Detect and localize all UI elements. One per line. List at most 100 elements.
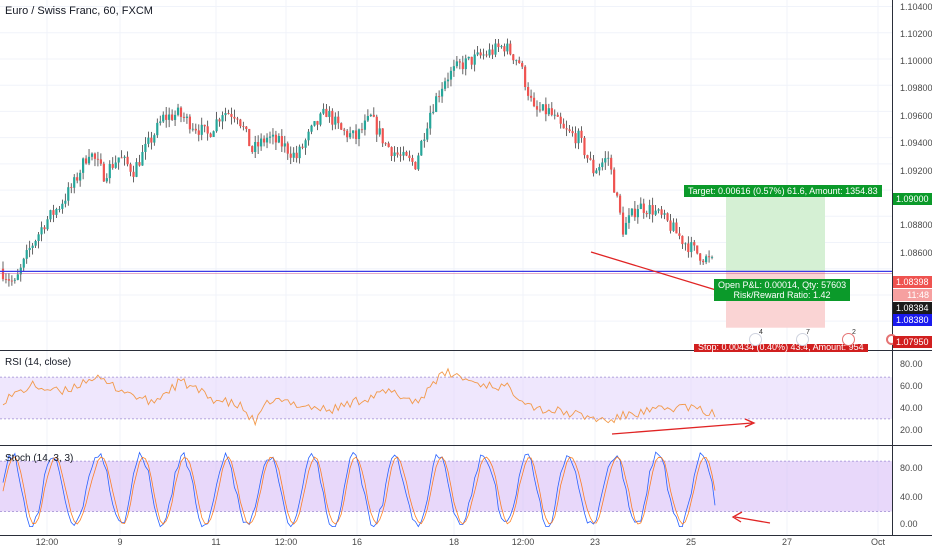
candle-body xyxy=(209,133,212,137)
candle-body xyxy=(16,274,19,280)
candle-body xyxy=(405,151,408,156)
y-tick: 1.10400 xyxy=(900,2,932,12)
candle-body xyxy=(182,116,186,118)
candle-body xyxy=(678,233,681,236)
candle-body xyxy=(37,234,40,241)
candle-body xyxy=(565,128,568,130)
candle-body xyxy=(429,112,432,129)
candle-body xyxy=(13,279,16,281)
target-price-tag: 1.09000 xyxy=(893,193,932,205)
stoch-arrow xyxy=(734,516,771,524)
candle-body xyxy=(556,114,559,117)
countdown-tag: 11:48 xyxy=(893,289,932,301)
x-tick: Oct xyxy=(870,537,886,547)
candle-body xyxy=(10,280,13,282)
current-price-tag: 1.08398 xyxy=(893,276,932,288)
candle-body xyxy=(239,119,242,127)
y-tick: 1.09600 xyxy=(900,111,932,121)
candle-body xyxy=(399,154,402,156)
candle-body xyxy=(129,164,132,172)
candle-body xyxy=(690,242,693,253)
candle-body xyxy=(40,227,43,235)
candle-body xyxy=(22,258,25,268)
stoch-lines xyxy=(2,451,716,528)
candle-body xyxy=(319,113,322,125)
candle-body xyxy=(221,115,224,122)
candle-body xyxy=(52,210,55,215)
y-tick: 1.09200 xyxy=(900,166,932,176)
y-tick: 1.09400 xyxy=(900,138,932,148)
candle-body xyxy=(705,256,708,263)
line-price-tag-a: 1.08384 xyxy=(893,302,932,314)
candle-body xyxy=(616,192,619,196)
event-marker-icon[interactable]: 4 xyxy=(749,329,763,346)
stop-label[interactable]: Stop: 0.00434 (0.40%) 43.4, Amount: 954 xyxy=(694,344,868,352)
stop-price-tag: 1.07950 xyxy=(893,336,932,348)
candle-body xyxy=(604,158,607,163)
candle-body xyxy=(580,130,583,138)
candle-body xyxy=(185,116,189,118)
position-boxes[interactable] xyxy=(726,190,825,328)
candle-body xyxy=(443,81,447,89)
open-pnl-text: Open P&L: 0.00014, Qty: 57603 xyxy=(718,280,847,290)
candle-body xyxy=(102,163,105,182)
candle-body xyxy=(482,54,485,56)
candle-body xyxy=(64,200,67,204)
candle-body xyxy=(156,122,159,136)
candle-body xyxy=(331,110,334,125)
candle-body xyxy=(681,235,684,245)
candle-body xyxy=(559,116,562,124)
candle-body xyxy=(4,279,8,280)
x-tick: 9 xyxy=(117,537,123,547)
stoch-y-tick: 0.00 xyxy=(900,519,918,529)
candle-body xyxy=(346,130,349,138)
candle-body xyxy=(595,170,598,174)
candle-body xyxy=(46,219,49,230)
candle-body xyxy=(529,95,533,98)
candle-body xyxy=(420,140,423,156)
candle-body xyxy=(607,157,610,159)
candle-body xyxy=(524,66,527,87)
rsi-band xyxy=(0,376,892,420)
candle-body xyxy=(541,104,545,111)
candle-body xyxy=(488,49,491,56)
candle-body xyxy=(521,63,524,67)
y-tick: 1.10000 xyxy=(900,56,932,66)
candle-body xyxy=(470,56,473,65)
y-tick: 1.10200 xyxy=(900,29,932,39)
candle-body xyxy=(639,203,642,210)
candle-body xyxy=(693,242,696,246)
candle-body xyxy=(375,116,378,135)
candle-body xyxy=(452,66,456,71)
candle-body xyxy=(76,177,79,181)
candles xyxy=(1,38,714,287)
candle-body xyxy=(105,178,108,182)
event-marker-icon[interactable]: 7 xyxy=(796,329,810,346)
candle-body xyxy=(257,142,260,147)
candle-body xyxy=(90,153,94,157)
candle-body xyxy=(7,279,11,281)
candle-body xyxy=(654,210,657,215)
x-tick: 12:00 xyxy=(274,537,298,547)
target-label[interactable]: Target: 0.00616 (0.57%) 61.6, Amount: 13… xyxy=(684,185,882,197)
candle-body xyxy=(366,116,369,121)
drawings[interactable] xyxy=(0,251,892,524)
candle-body xyxy=(25,250,28,259)
candle-body xyxy=(138,162,141,166)
candle-body xyxy=(316,121,319,125)
open-pnl-label[interactable]: Open P&L: 0.00014, Qty: 57603 Risk/Rewar… xyxy=(714,279,851,301)
candle-body xyxy=(666,213,669,221)
candle-body xyxy=(227,113,230,114)
candle-body xyxy=(518,60,521,64)
candle-body xyxy=(610,157,613,170)
candle-body xyxy=(684,243,687,245)
candle-body xyxy=(633,208,636,218)
candle-body xyxy=(173,114,177,120)
candle-body xyxy=(535,106,539,110)
candle-body xyxy=(574,133,577,144)
candle-body xyxy=(298,146,301,159)
event-marker-icon[interactable]: 2 xyxy=(842,329,856,346)
candle-body xyxy=(476,52,479,55)
candle-body xyxy=(96,158,100,160)
